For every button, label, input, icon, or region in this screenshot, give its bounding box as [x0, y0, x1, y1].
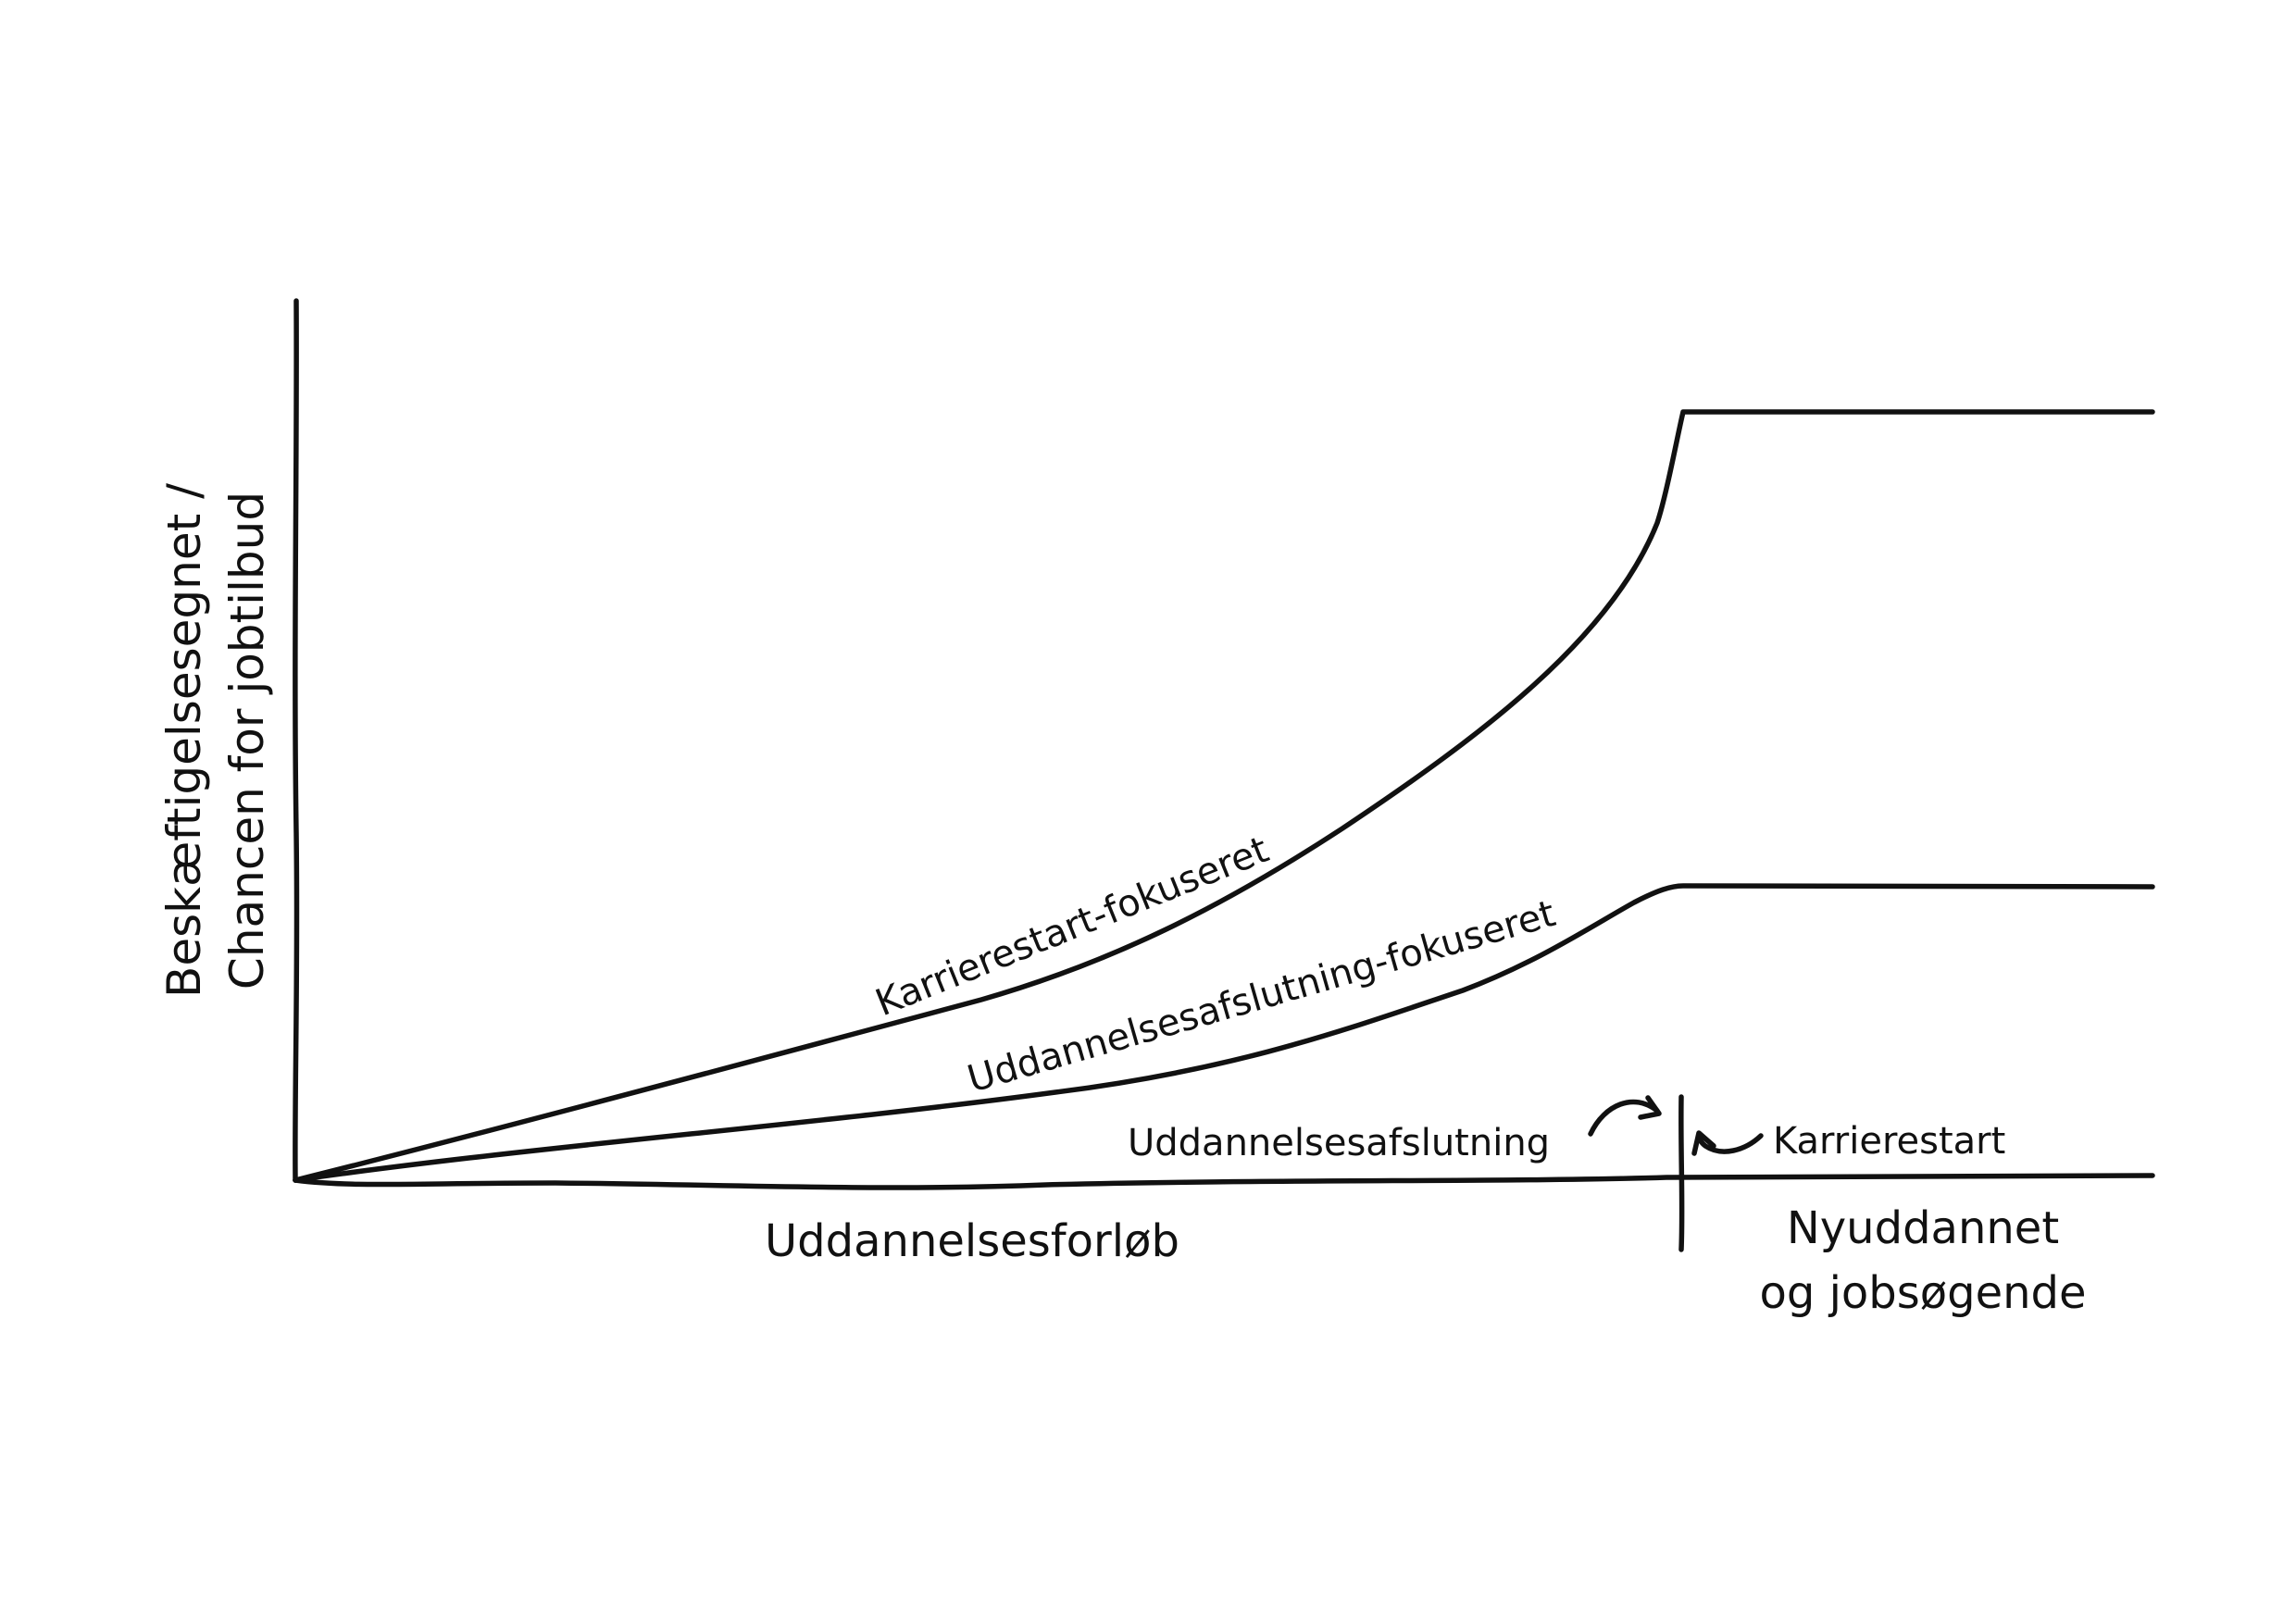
right-region-label-line1: Nyuddannet [1787, 1202, 2059, 1254]
right-region-label-line2: og jobsøgende [1759, 1267, 2086, 1319]
x-axis-label: Uddannelsesforløb [765, 1215, 1179, 1267]
marker-label-career-start: Karrierestart [1773, 1120, 2005, 1163]
y-axis-label-line2: Chancen for jobtilbud [220, 492, 274, 989]
phase-divider-line [1678, 1094, 1685, 1252]
curved-arrow-left-icon [1588, 1099, 1660, 1137]
completion-focused-curve [293, 883, 2155, 1183]
career-focused-curve [293, 409, 2155, 1183]
x-axis-line [293, 1173, 2155, 1190]
y-axis-line [293, 298, 300, 1183]
y-axis-label-line1: Beskæftigelsesegnet / [157, 483, 211, 998]
curved-arrow-left-head-icon [1638, 1095, 1662, 1120]
curved-arrow-right-head-icon [1691, 1130, 1716, 1156]
marker-label-completion: Uddannelsesafslutning [1128, 1122, 1550, 1164]
